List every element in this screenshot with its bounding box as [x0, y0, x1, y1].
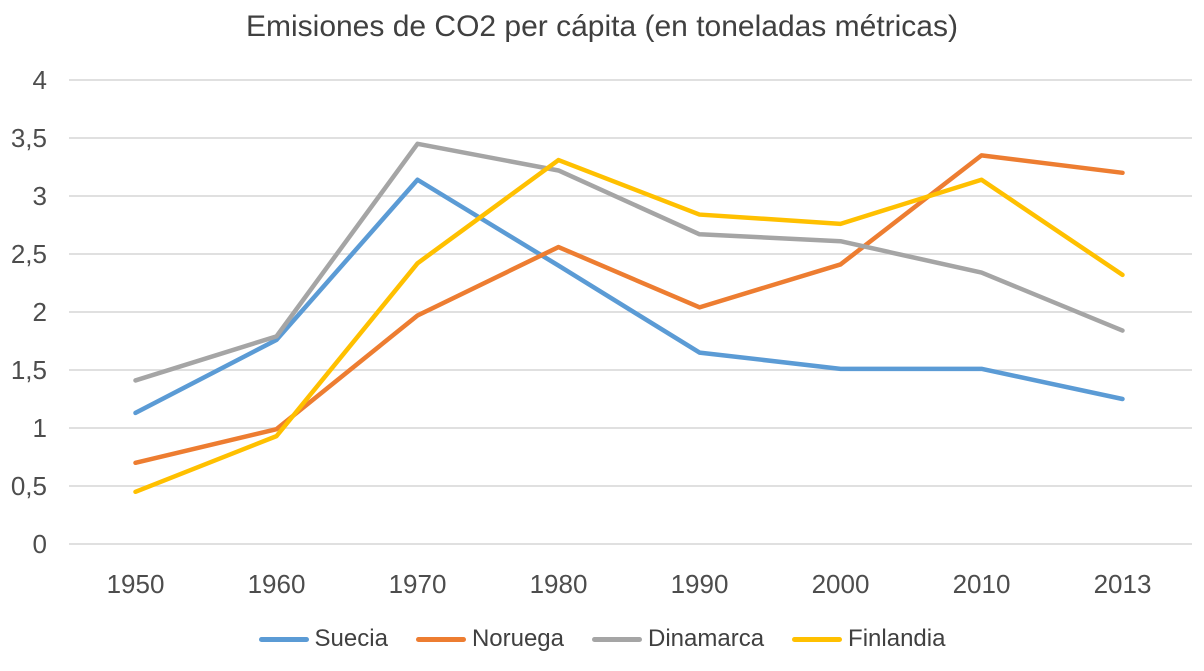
legend-label-dinamarca: Dinamarca	[648, 625, 765, 652]
x-axis-tick-label: 2010	[953, 569, 1011, 599]
x-axis-tick-label: 1960	[248, 569, 306, 599]
legend-swatch-finlandia	[792, 636, 843, 642]
x-axis-tick-label: 1950	[107, 569, 165, 599]
x-axis-tick-label: 1990	[671, 569, 729, 599]
legend-swatch-noruega	[415, 636, 466, 642]
legend-label-suecia: Suecia	[314, 625, 388, 652]
y-axis-tick-label: 4	[33, 65, 47, 95]
y-axis-tick-label: 1,5	[11, 355, 47, 385]
x-axis-tick-label: 2013	[1094, 569, 1152, 599]
legend-item-finlandia: Finlandia	[792, 625, 945, 653]
chart-legend: Suecia Noruega Dinamarca Finlandia	[0, 625, 1204, 653]
y-axis-tick-label: 2,5	[11, 239, 47, 269]
y-axis-tick-label: 0,5	[11, 471, 47, 501]
y-axis-tick-label: 2	[33, 297, 47, 327]
y-axis-tick-label: 0	[33, 529, 47, 559]
legend-swatch-suecia	[258, 636, 309, 642]
y-axis-tick-label: 1	[33, 413, 47, 443]
legend-item-noruega: Noruega	[415, 625, 564, 653]
series-line-finlandia	[133, 157, 1125, 495]
legend-item-dinamarca: Dinamarca	[592, 625, 764, 653]
series-line-suecia	[133, 177, 1125, 416]
legend-label-noruega: Noruega	[471, 625, 564, 652]
y-axis-tick-label: 3	[33, 181, 47, 211]
chart-title: Emisiones de CO2 per cápita (en tonelada…	[245, 10, 958, 43]
series-line-dinamarca	[133, 141, 1125, 383]
plot-area: 0 0,5 1 1,5 2 2,5 3 3,5 4 1950 1960 1970 1980 1990 200…	[11, 65, 1192, 599]
x-axis-tick-label: 1970	[389, 569, 447, 599]
legend-item-suecia: Suecia	[258, 625, 388, 653]
legend-label-finlandia: Finlandia	[848, 625, 946, 652]
x-axis-tick-label: 2000	[812, 569, 870, 599]
legend-swatch-dinamarca	[592, 636, 642, 642]
y-axis-tick-label: 3,5	[11, 123, 47, 153]
x-axis-tick-label: 1980	[530, 569, 588, 599]
